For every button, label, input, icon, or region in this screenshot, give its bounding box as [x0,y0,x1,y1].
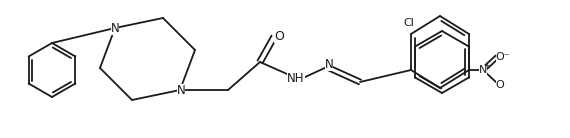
Text: Cl: Cl [404,18,414,28]
Text: O⁻: O⁻ [496,52,510,62]
Text: N: N [177,83,185,96]
Text: N: N [111,22,119,34]
Text: N: N [479,65,487,75]
Text: O: O [496,80,504,90]
Text: NH: NH [287,71,305,84]
Text: +: + [483,60,489,70]
Text: N: N [325,58,333,71]
Text: O: O [274,30,284,43]
